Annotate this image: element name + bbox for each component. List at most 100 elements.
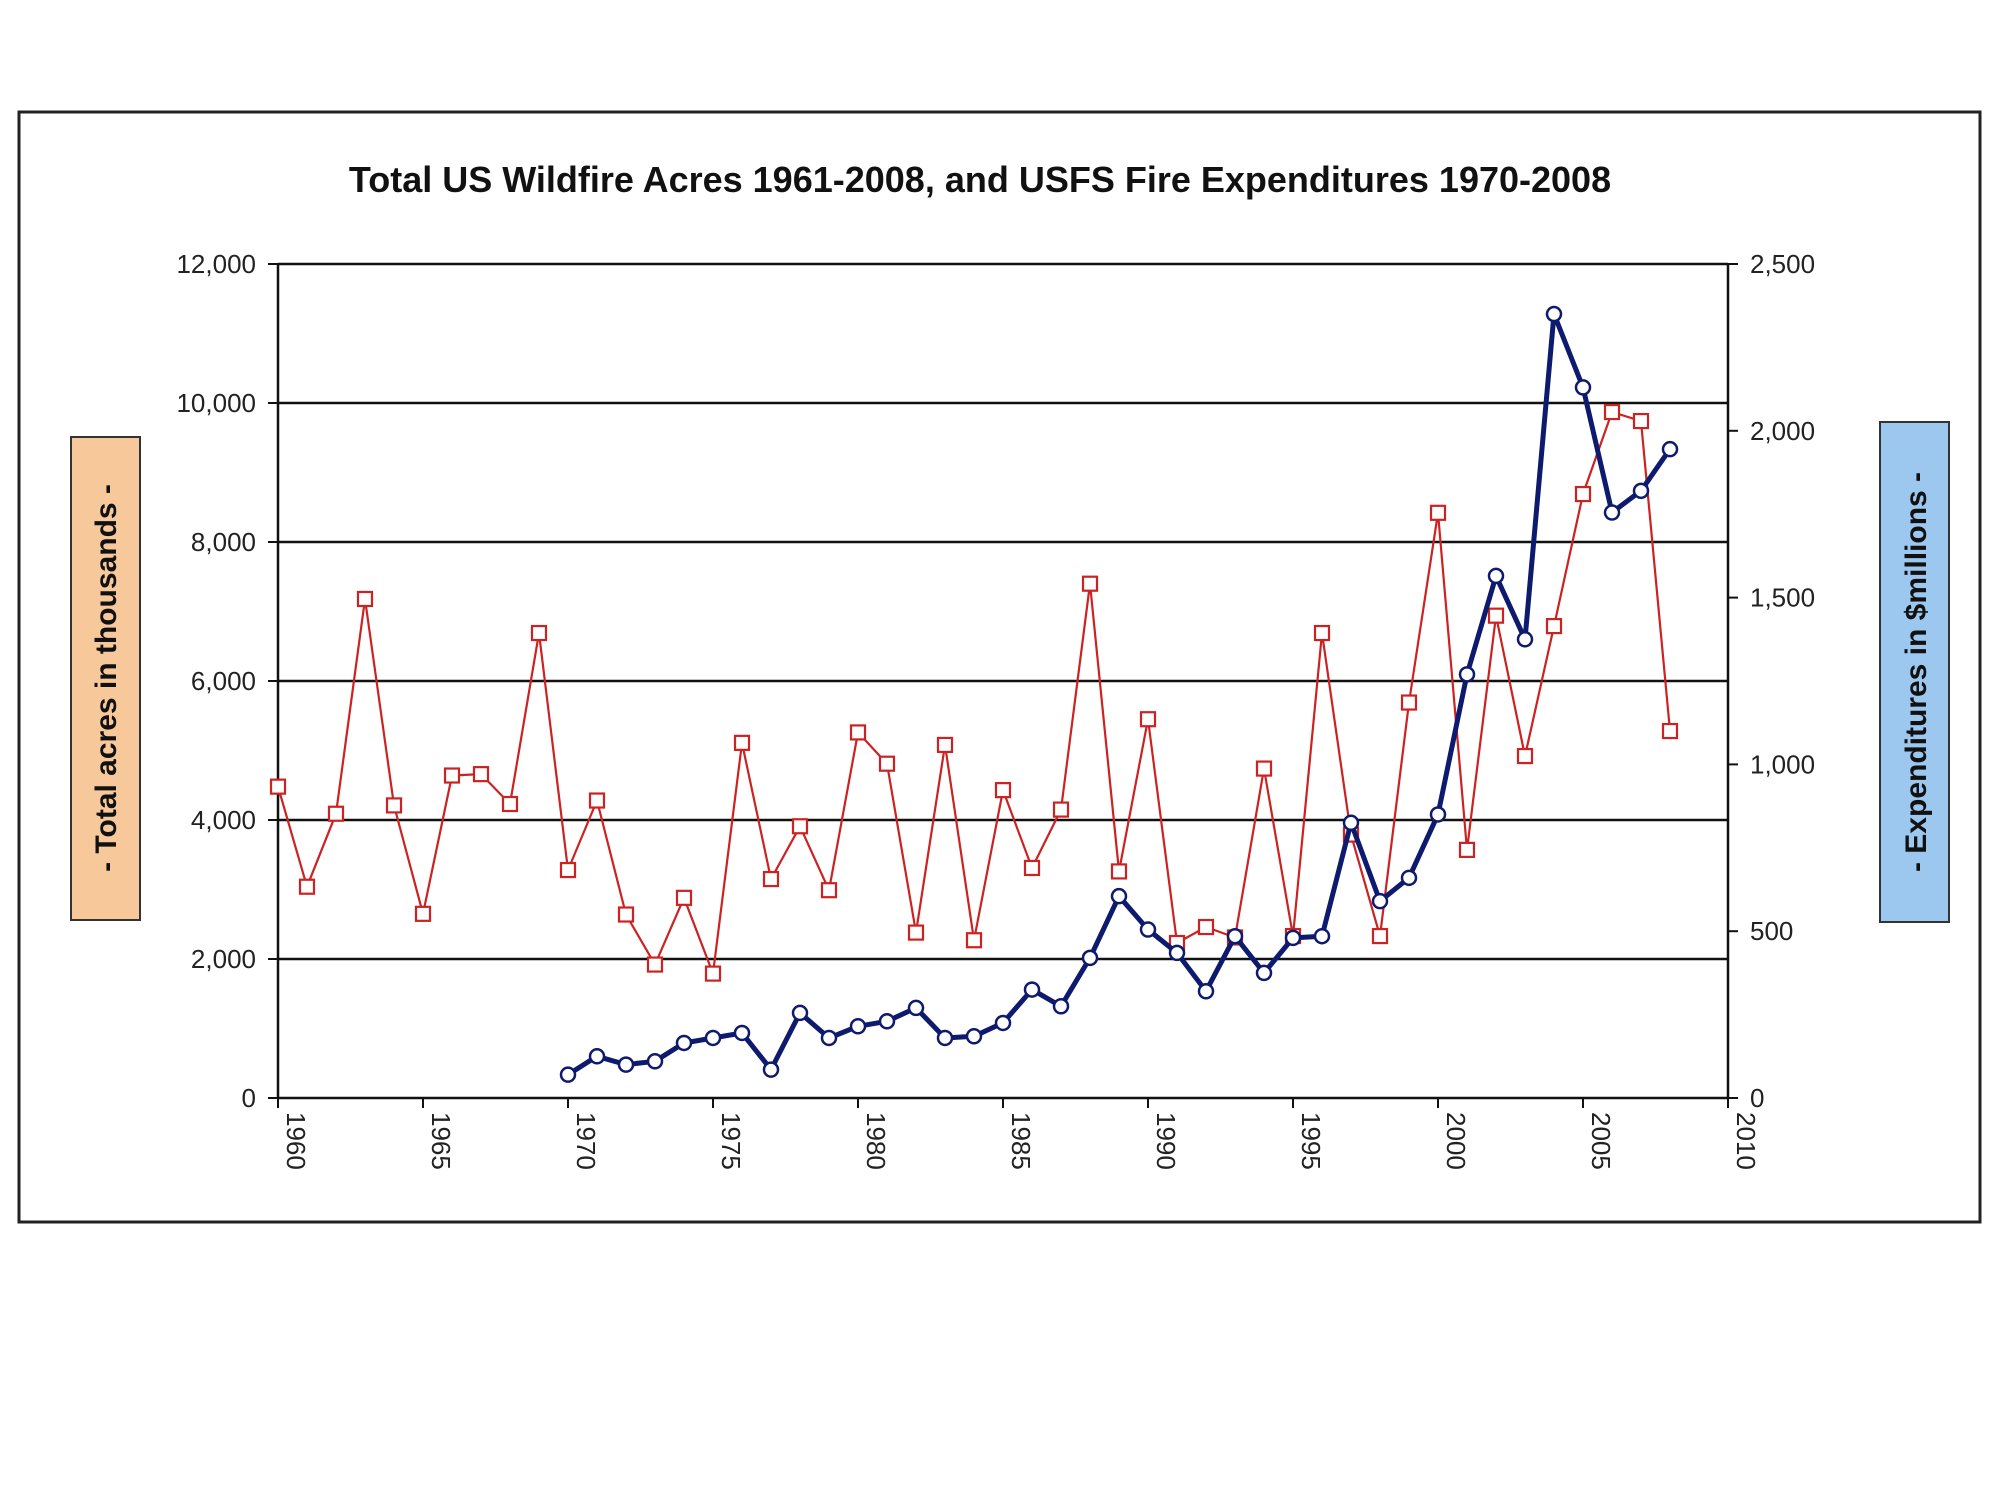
data-point bbox=[849, 1018, 867, 1035]
data-point bbox=[1313, 624, 1331, 642]
y-left-tick-label: 10,000 bbox=[176, 388, 256, 418]
x-tick-label: 1995 bbox=[1296, 1112, 1326, 1170]
data-point bbox=[704, 1029, 722, 1047]
data-point bbox=[1139, 711, 1157, 728]
data-point bbox=[907, 924, 925, 941]
data-point bbox=[1516, 631, 1534, 648]
data-point bbox=[1342, 814, 1360, 832]
data-point bbox=[588, 792, 606, 809]
data-point bbox=[1052, 801, 1070, 818]
data-point bbox=[1313, 927, 1331, 945]
data-point bbox=[1371, 892, 1389, 910]
data-point bbox=[501, 795, 519, 813]
data-point bbox=[733, 734, 751, 751]
data-point bbox=[1052, 998, 1070, 1015]
y-left-tick-label: 8,000 bbox=[191, 527, 256, 557]
chart-frame bbox=[17, 110, 1982, 1224]
x-tick-label: 1965 bbox=[426, 1112, 456, 1170]
data-point bbox=[849, 724, 867, 741]
y-axis-left-label-text: - Total acres in thousands - bbox=[90, 484, 123, 872]
data-point bbox=[1081, 575, 1099, 592]
data-point bbox=[1110, 887, 1128, 905]
x-tick-label: 1960 bbox=[281, 1112, 311, 1170]
data-point bbox=[559, 1066, 577, 1083]
y-right-tick-label: 0 bbox=[1750, 1083, 1764, 1113]
data-point bbox=[588, 1048, 606, 1065]
data-point bbox=[1197, 918, 1215, 936]
y-axis-right-label-text: - Expenditures in $millions - bbox=[1900, 472, 1933, 872]
x-tick-label: 1990 bbox=[1151, 1112, 1181, 1170]
data-point bbox=[1487, 567, 1505, 585]
data-point bbox=[356, 590, 374, 608]
data-point bbox=[820, 1029, 838, 1047]
data-point bbox=[646, 956, 664, 973]
data-point bbox=[1197, 982, 1215, 1000]
data-point bbox=[994, 782, 1012, 799]
data-point bbox=[1371, 927, 1389, 945]
data-point bbox=[1603, 403, 1621, 421]
data-point bbox=[1632, 482, 1650, 500]
data-point bbox=[1255, 964, 1273, 982]
data-point bbox=[965, 932, 983, 949]
x-tick-label: 2000 bbox=[1441, 1112, 1471, 1170]
data-point bbox=[1255, 760, 1273, 777]
data-point bbox=[1284, 929, 1302, 947]
data-point bbox=[704, 965, 722, 982]
y-left-tick-label: 6,000 bbox=[191, 666, 256, 696]
data-point bbox=[1110, 863, 1128, 880]
data-point bbox=[1603, 504, 1621, 521]
y-axis-left-label: - Total acres in thousands - bbox=[70, 436, 141, 921]
data-point bbox=[1458, 841, 1476, 858]
data-point bbox=[269, 778, 287, 795]
y-axis-left: 0 2,000 4,000 6,000 8,000 10,000 12,000 bbox=[176, 249, 278, 1113]
y-axis-left-label-box bbox=[70, 436, 141, 921]
data-point bbox=[1574, 379, 1592, 396]
series-lines bbox=[269, 305, 1679, 1083]
y-right-tick-label: 2,500 bbox=[1750, 249, 1815, 279]
data-point bbox=[298, 878, 316, 895]
data-point bbox=[675, 889, 693, 906]
data-point bbox=[762, 870, 780, 888]
data-point bbox=[1400, 694, 1418, 711]
data-point bbox=[907, 999, 925, 1017]
data-point bbox=[617, 906, 635, 923]
data-point bbox=[762, 1061, 780, 1078]
y-left-tick-label: 0 bbox=[242, 1083, 256, 1113]
data-point bbox=[1574, 485, 1592, 503]
data-point bbox=[559, 861, 577, 879]
data-point bbox=[820, 882, 838, 899]
y-axis-right: 0 500 1,000 1,500 2,000 2,500 bbox=[1728, 249, 1815, 1113]
data-point bbox=[1516, 747, 1534, 765]
data-point bbox=[1487, 607, 1505, 624]
y-axis-right-label: - Expenditures in $millions - bbox=[1879, 421, 1950, 923]
x-tick-label: 2010 bbox=[1731, 1112, 1761, 1170]
y-right-tick-label: 2,000 bbox=[1750, 416, 1815, 446]
x-axis: 1960 1965 1970 1975 1980 1985 1990 1995 2000 2005… bbox=[277, 1098, 1761, 1170]
x-tick-label: 1980 bbox=[861, 1112, 891, 1170]
data-point bbox=[1661, 440, 1679, 458]
x-tick-label: 1985 bbox=[1006, 1112, 1036, 1170]
data-point bbox=[443, 767, 461, 784]
y-right-tick-label: 1,500 bbox=[1750, 583, 1815, 613]
data-point bbox=[646, 1053, 664, 1070]
data-point bbox=[878, 755, 896, 772]
gridlines bbox=[278, 262, 1728, 1100]
x-tick-label: 1970 bbox=[571, 1112, 601, 1170]
data-point bbox=[1632, 412, 1650, 430]
data-point bbox=[472, 766, 490, 783]
data-point bbox=[1545, 617, 1563, 635]
data-point bbox=[1081, 949, 1099, 967]
data-point bbox=[1023, 981, 1041, 998]
data-point bbox=[936, 1029, 954, 1047]
data-point bbox=[1023, 859, 1041, 877]
data-point bbox=[617, 1056, 635, 1073]
data-point bbox=[385, 797, 403, 814]
data-point bbox=[791, 1004, 809, 1022]
data-point bbox=[936, 736, 954, 754]
data-point bbox=[1168, 944, 1186, 962]
data-point bbox=[1400, 869, 1418, 887]
series-2 bbox=[559, 305, 1679, 1083]
y-left-tick-label: 12,000 bbox=[176, 249, 256, 279]
data-point bbox=[414, 905, 432, 922]
